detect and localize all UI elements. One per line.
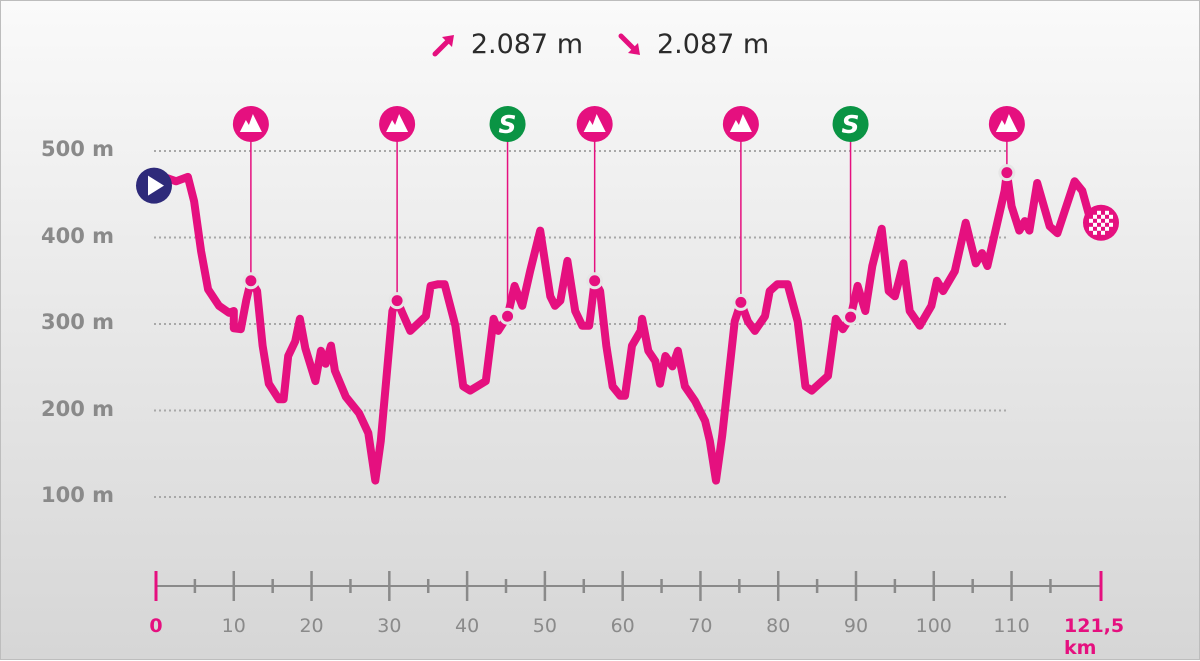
x-tick-label: 100 [915,615,952,637]
start-marker [136,167,172,204]
mountain-icon [239,114,262,132]
ascent-value: 2.087 m [470,29,583,60]
kom-marker [232,106,269,142]
x-tick-label: 121,5 km [1064,615,1125,659]
checker-square [1093,222,1097,227]
y-tick-label: 300 m [41,310,115,334]
elevation-line [152,168,1105,485]
x-tick-label: 110 [993,615,1030,637]
descent-value: 2.087 m [657,29,770,60]
checker-square [1097,218,1101,223]
checker-square [1109,222,1113,227]
total-descent: 2.087 m [617,29,769,60]
arrow-up-right-icon [432,34,454,56]
y-tick-label: 500 m [41,137,115,161]
sprint-marker: S [832,106,869,142]
checker-square [1101,230,1105,235]
sprint-s-icon: S [842,110,860,139]
checker-square [1101,222,1105,227]
checker-square [1105,210,1109,215]
kom-marker [576,106,613,142]
marker-badge [489,106,526,142]
x-tick-label: 70 [688,615,713,637]
arrow-down-right-icon [618,33,640,55]
checker-square [1101,214,1105,219]
checker-square [1105,226,1109,231]
mountain-icon [386,114,409,132]
checker-square [1097,210,1101,215]
marker-point [242,272,260,290]
marker-point [732,293,750,311]
x-tick-label: 90 [843,615,869,637]
checker-square [1097,226,1101,231]
mountain-icon [583,114,606,132]
marker-point [998,164,1016,182]
checker-square [1089,218,1093,223]
x-tick-label: 30 [377,615,402,637]
checker-square [1089,226,1093,231]
marker-point [388,292,406,310]
x-tick-label: 10 [221,615,246,637]
checker-square [1105,218,1109,223]
x-tick-label: 20 [299,615,324,637]
x-tick-label: 40 [455,615,480,637]
marker-badge [832,106,869,142]
finish-marker [1083,204,1119,241]
y-tick-label: 100 m [41,483,115,507]
x-tick-label: 60 [610,615,635,637]
checkered-flag-icon [1089,210,1113,235]
total-ascent: 2.087 m [431,29,583,60]
sprint-marker: S [489,106,526,142]
kom-marker [988,106,1025,142]
checker-square [1109,214,1113,219]
kom-marker [722,106,759,142]
y-tick-label: 400 m [41,223,115,248]
mountain-icon [995,114,1018,132]
kom-marker [379,106,416,142]
x-tick-label: 80 [766,615,791,637]
checker-square [1093,214,1097,219]
checker-square [1093,230,1097,235]
elevation-summary: 2.087 m 2.087 m [1,29,1199,60]
marker-point [586,272,604,290]
marker-point [499,307,517,325]
marker-point [842,308,860,326]
x-tick-label: 0 [149,615,163,637]
play-icon [148,175,164,196]
mountain-icon [729,114,752,132]
x-tick-label: 50 [532,615,557,637]
y-tick-label: 200 m [41,396,115,421]
sprint-s-icon: S [499,110,517,139]
